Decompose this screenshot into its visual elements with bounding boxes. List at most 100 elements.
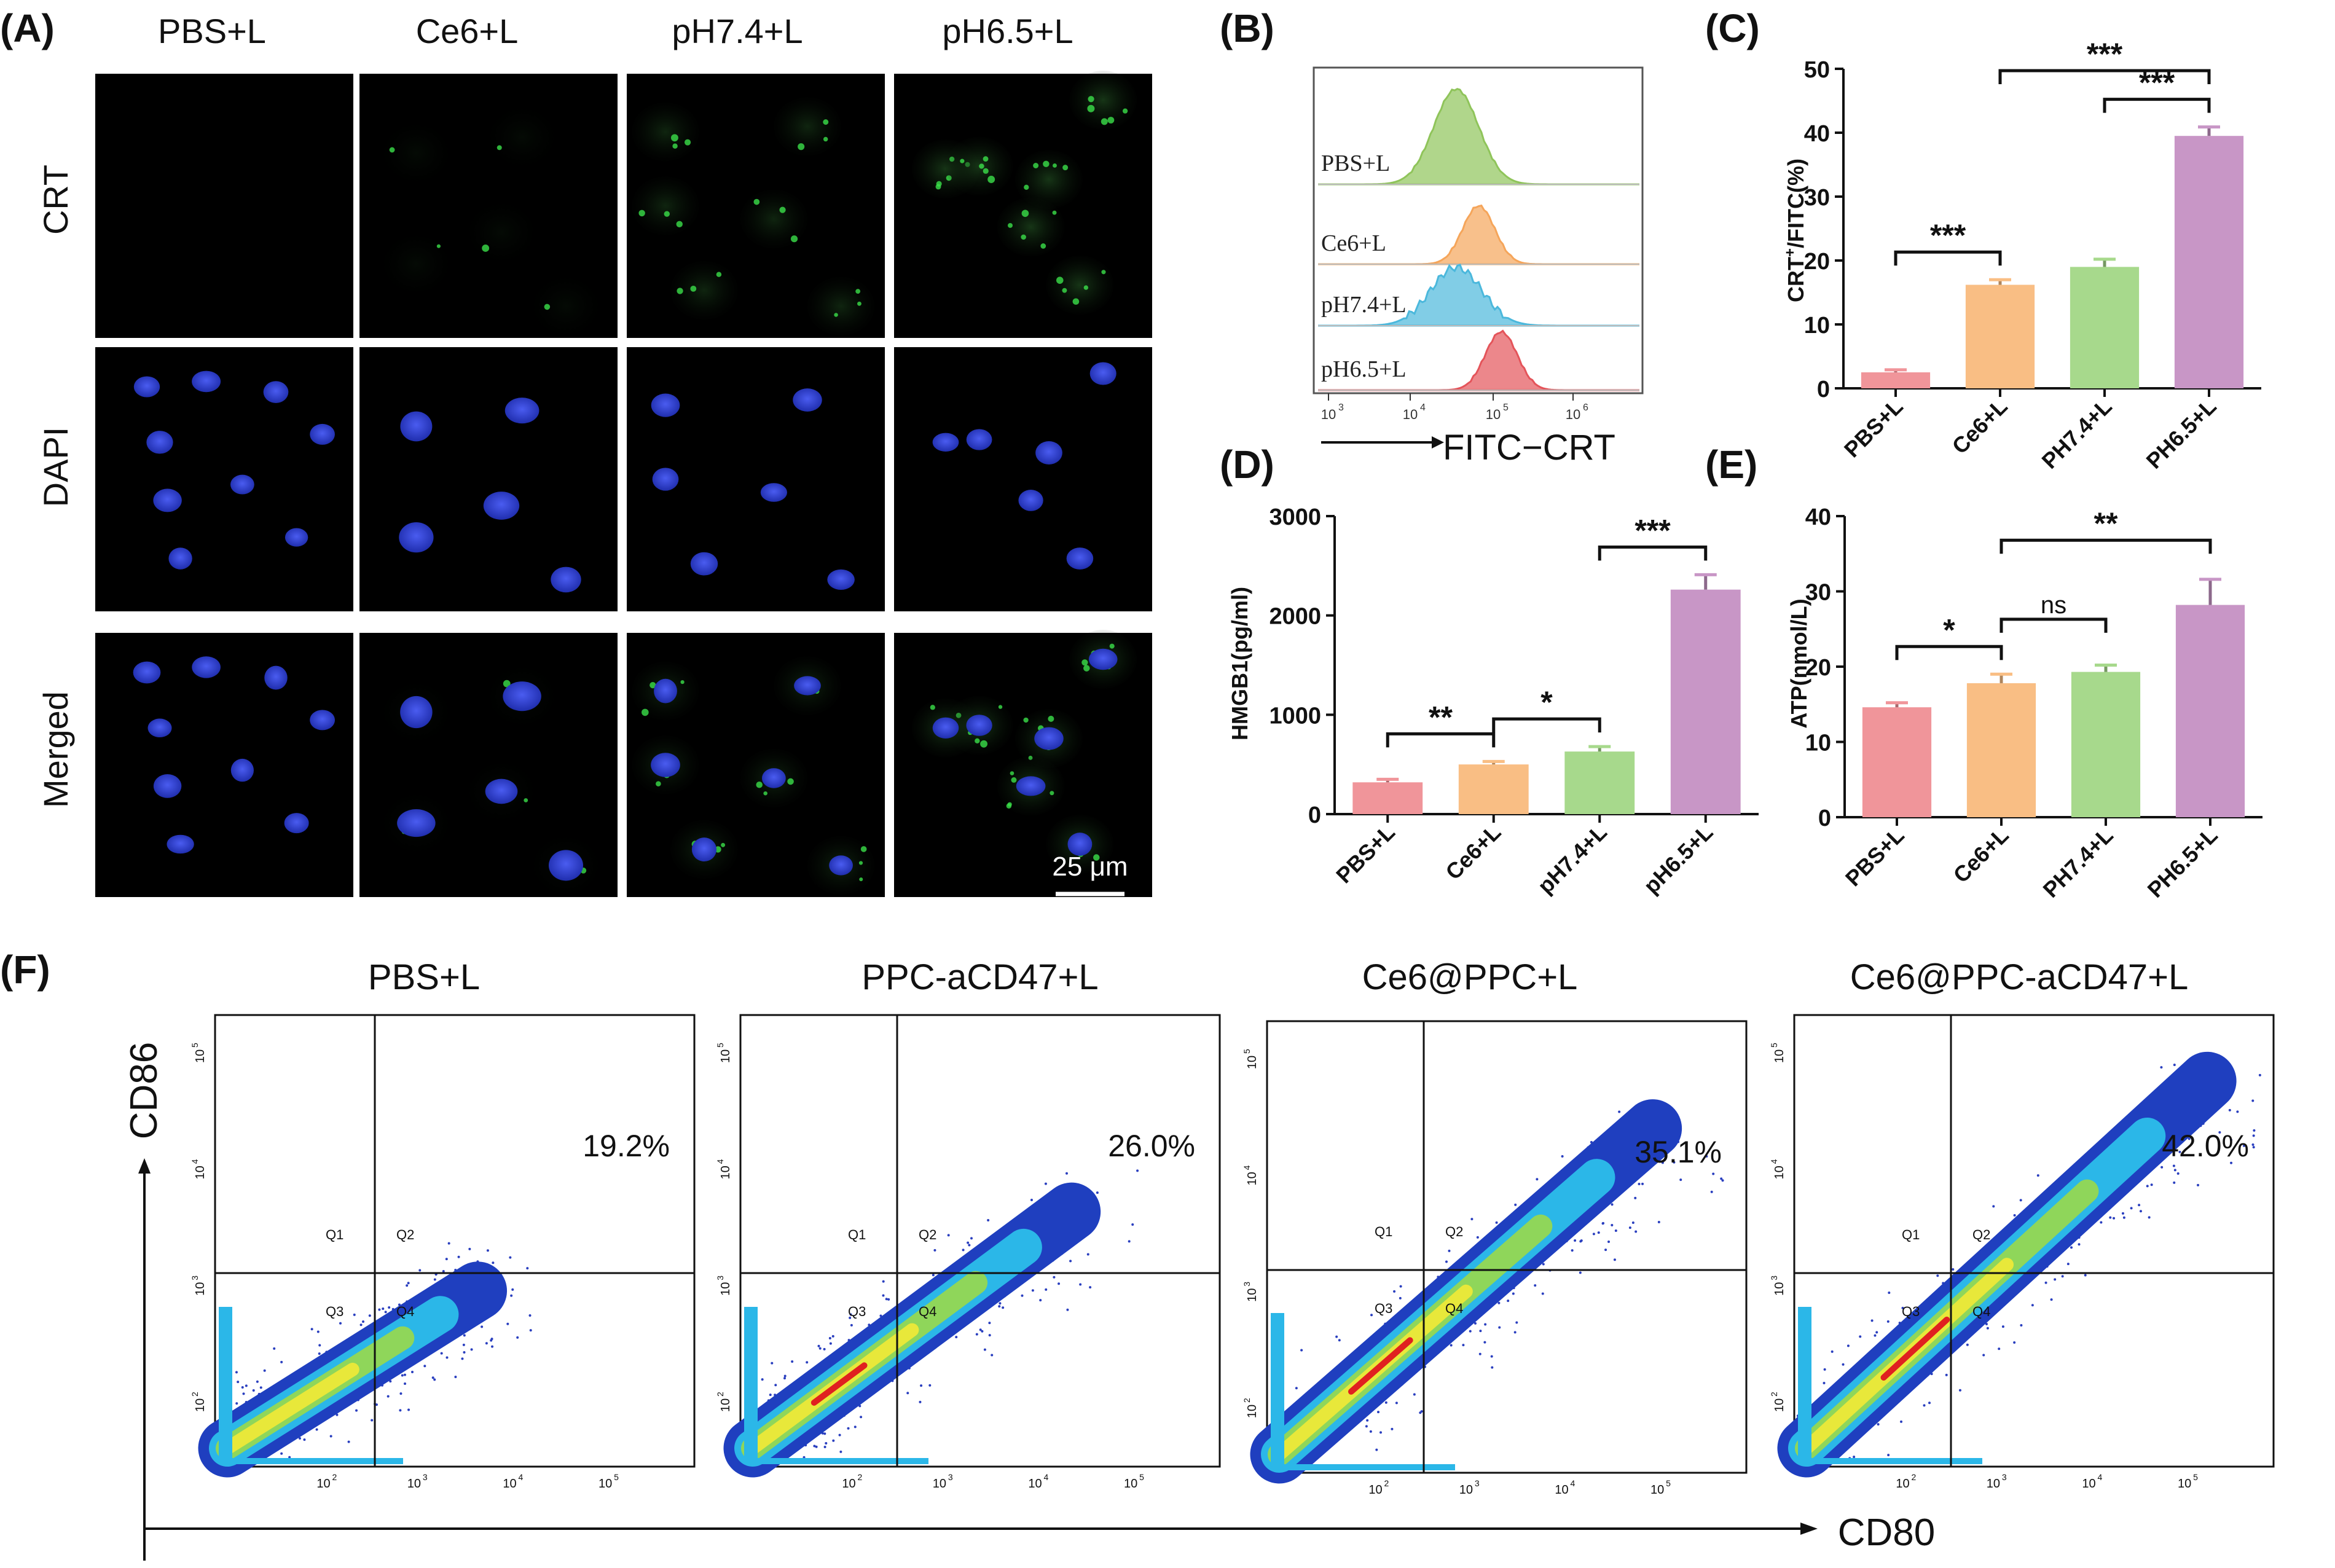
crt-dot bbox=[1021, 234, 1026, 240]
flow-percent-3: 35.1% bbox=[1634, 1135, 1722, 1169]
flow-event bbox=[371, 1419, 374, 1422]
flow-ytick-exp: 3 bbox=[1769, 1276, 1779, 1280]
flow-event bbox=[1536, 1178, 1539, 1181]
flow-event bbox=[1295, 1387, 1298, 1390]
nucleus bbox=[1034, 727, 1064, 750]
cell-cytoplasm bbox=[532, 276, 600, 336]
crt-dot bbox=[975, 738, 980, 743]
flow-event bbox=[1992, 1205, 1995, 1208]
flow-event bbox=[447, 1242, 450, 1245]
flow-event bbox=[860, 1416, 863, 1419]
flow-event bbox=[849, 1316, 852, 1319]
nucleus bbox=[230, 758, 254, 782]
flow-event bbox=[1952, 1268, 1955, 1271]
density-band bbox=[1880, 1316, 1950, 1381]
micrograph-3-1 bbox=[627, 74, 885, 338]
flow-xtick: 10 bbox=[316, 1477, 330, 1491]
flow-event bbox=[1479, 1330, 1482, 1333]
flow-event bbox=[1613, 1258, 1616, 1261]
flow-event bbox=[1497, 1301, 1501, 1304]
crt-dot bbox=[721, 842, 726, 847]
cell-cytoplasm bbox=[632, 102, 699, 162]
flow-event bbox=[481, 1325, 484, 1328]
flow-event bbox=[2176, 1172, 2180, 1175]
crt-dot bbox=[756, 782, 763, 788]
micrograph-2-1 bbox=[359, 74, 618, 338]
flow-event bbox=[2013, 1214, 2016, 1217]
flow-event bbox=[783, 1374, 787, 1378]
significance-bracket bbox=[1598, 545, 1708, 561]
flow-event bbox=[2251, 1099, 2255, 1102]
histogram-label-4: pH6.5+L bbox=[1321, 356, 1407, 382]
flow-event bbox=[999, 1302, 1002, 1305]
flow-event bbox=[511, 1288, 514, 1291]
flow-event bbox=[839, 1450, 842, 1453]
flow-event bbox=[2031, 1304, 2034, 1307]
bar-4 bbox=[2175, 605, 2245, 817]
flow-event bbox=[955, 1336, 958, 1339]
flow-event bbox=[382, 1307, 385, 1310]
nucleus bbox=[284, 813, 309, 834]
flow-event bbox=[2252, 1134, 2255, 1137]
flow-event bbox=[1877, 1423, 1880, 1426]
flow-event bbox=[1634, 1230, 1638, 1233]
flow-event bbox=[828, 1337, 831, 1340]
flow-event bbox=[288, 1456, 291, 1459]
flow-ytick-exp: 2 bbox=[1769, 1392, 1779, 1397]
flow-event bbox=[1335, 1335, 1338, 1338]
bar-1 bbox=[1861, 372, 1931, 388]
nucleus bbox=[932, 433, 959, 452]
flow-event bbox=[803, 1456, 806, 1459]
flow-xtick-exp: 3 bbox=[423, 1472, 428, 1482]
flow-event bbox=[1399, 1285, 1402, 1288]
crt-dot bbox=[1053, 163, 1057, 168]
micrograph-grid bbox=[95, 71, 1152, 897]
flow-event bbox=[2078, 1243, 2081, 1246]
crt-dot bbox=[857, 301, 861, 306]
crt-dot bbox=[716, 272, 722, 277]
flow-ytick: 10 bbox=[1773, 1282, 1786, 1296]
flow-xtick: 10 bbox=[2082, 1477, 2095, 1491]
flow-event bbox=[1399, 1296, 1402, 1299]
flow-event bbox=[817, 1344, 820, 1347]
crt-dot bbox=[1011, 777, 1017, 783]
flow-event bbox=[329, 1435, 332, 1438]
nucleus bbox=[485, 778, 518, 804]
micrograph-1-3 bbox=[95, 633, 353, 897]
micrograph-4-3 bbox=[894, 630, 1152, 897]
nucleus bbox=[483, 492, 520, 520]
quadrant-label: Q1 bbox=[848, 1227, 866, 1242]
cell-cytoplasm bbox=[468, 203, 535, 262]
nucleus bbox=[827, 569, 855, 590]
flow-event bbox=[2001, 1325, 2004, 1328]
flow-event bbox=[1089, 1286, 1092, 1289]
nucleus bbox=[192, 370, 221, 393]
quadrant-label: Q1 bbox=[1375, 1224, 1392, 1239]
crt-dot bbox=[859, 877, 863, 882]
micrograph-4-2 bbox=[894, 347, 1152, 611]
flow-event bbox=[256, 1380, 259, 1383]
flow-event bbox=[975, 1333, 978, 1336]
flow-event bbox=[1579, 1271, 1582, 1274]
flow-event bbox=[2160, 1166, 2164, 1169]
flow-event bbox=[774, 1384, 777, 1387]
crt-dot bbox=[436, 244, 441, 248]
nucleus bbox=[654, 678, 677, 704]
flow-event bbox=[252, 1389, 255, 1392]
flow-event bbox=[2228, 1108, 2231, 1111]
flow-event bbox=[1592, 1233, 1595, 1236]
flow-event bbox=[1982, 1354, 1985, 1357]
flow-event bbox=[407, 1408, 410, 1411]
flow-event bbox=[1484, 1323, 1487, 1326]
flow-event bbox=[1445, 1260, 1448, 1263]
histogram-tick-exp: 4 bbox=[1420, 402, 1426, 413]
flow-event bbox=[1393, 1290, 1396, 1293]
flow-event bbox=[273, 1347, 276, 1350]
x-tick-label: pH6.5+L bbox=[1639, 820, 1718, 899]
flow-xtick-exp: 3 bbox=[2002, 1472, 2007, 1482]
flow-ytick-exp: 2 bbox=[190, 1392, 200, 1397]
flow-xtick: 10 bbox=[933, 1477, 946, 1491]
flow-event bbox=[2130, 1207, 2133, 1210]
